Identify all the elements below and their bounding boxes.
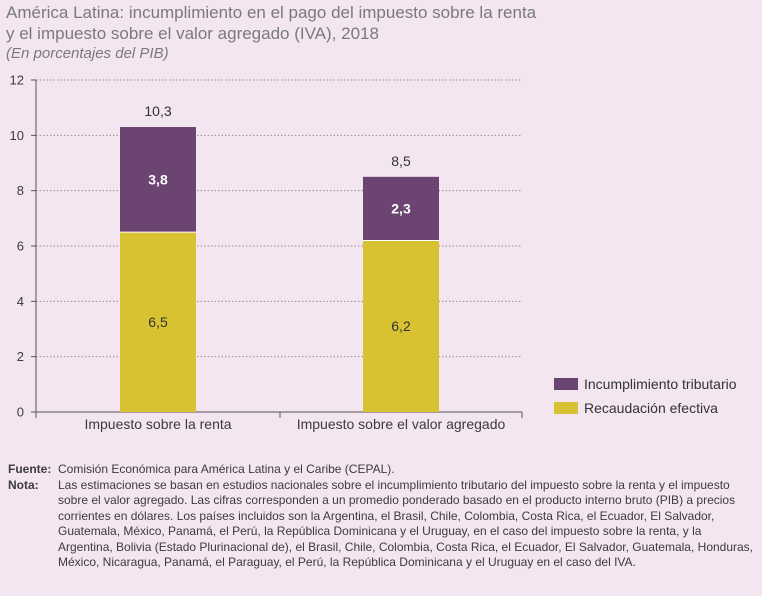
y-tick-label: 0 — [17, 405, 24, 420]
chart-subtitle: (En porcentajes del PIB) — [6, 45, 169, 62]
chart-title-line-1: América Latina: incumplimiento en el pag… — [6, 3, 537, 22]
bar-segment — [363, 176, 439, 241]
legend-swatch — [554, 402, 578, 414]
x-category-label: Impuesto sobre la renta — [84, 416, 231, 432]
data-label: 2,3 — [391, 201, 411, 217]
legend-label: Incumplimiento tributario — [584, 376, 737, 392]
bar-segment — [363, 240, 439, 412]
note-row: Nota: Las estimaciones se basan en estud… — [8, 478, 754, 571]
y-tick-label: 8 — [17, 183, 24, 198]
total-label: 8,5 — [391, 153, 411, 169]
data-label: 6,5 — [148, 314, 168, 330]
y-tick-label: 10 — [10, 128, 24, 143]
source-row: Fuente: Comisión Económica para América … — [8, 462, 754, 478]
stacked-bar-chart: 0 2 4 6 8 10 12 6,5 3,8 10,3 Impuesto sobre la ren… — [10, 73, 737, 433]
source-key: Fuente: — [8, 462, 52, 476]
legend-label: Recaudación efectiva — [584, 400, 718, 416]
x-category-label: Impuesto sobre el valor agregado — [297, 416, 506, 432]
y-tick-label: 2 — [17, 349, 24, 364]
note-text: Las estimaciones se basan en estudios na… — [58, 477, 754, 570]
bar-segment — [120, 232, 196, 412]
total-label: 10,3 — [144, 103, 171, 119]
bar-segment — [120, 127, 196, 233]
y-tick-label: 12 — [10, 73, 24, 88]
chart-header: América Latina: incumplimiento en el pag… — [6, 2, 746, 63]
note-key: Nota: — [8, 477, 39, 492]
y-tick-label: 6 — [17, 239, 24, 254]
y-tick-label: 4 — [17, 294, 24, 309]
chart-title-line-2: y el impuesto sobre el valor agregado (I… — [6, 24, 379, 43]
source-text: Comisión Económica para América Latina y… — [58, 462, 395, 476]
data-label: 3,8 — [148, 172, 168, 188]
legend-swatch — [554, 378, 578, 390]
data-label: 6,2 — [391, 318, 411, 334]
chart-notes: Fuente: Comisión Económica para América … — [8, 462, 754, 571]
